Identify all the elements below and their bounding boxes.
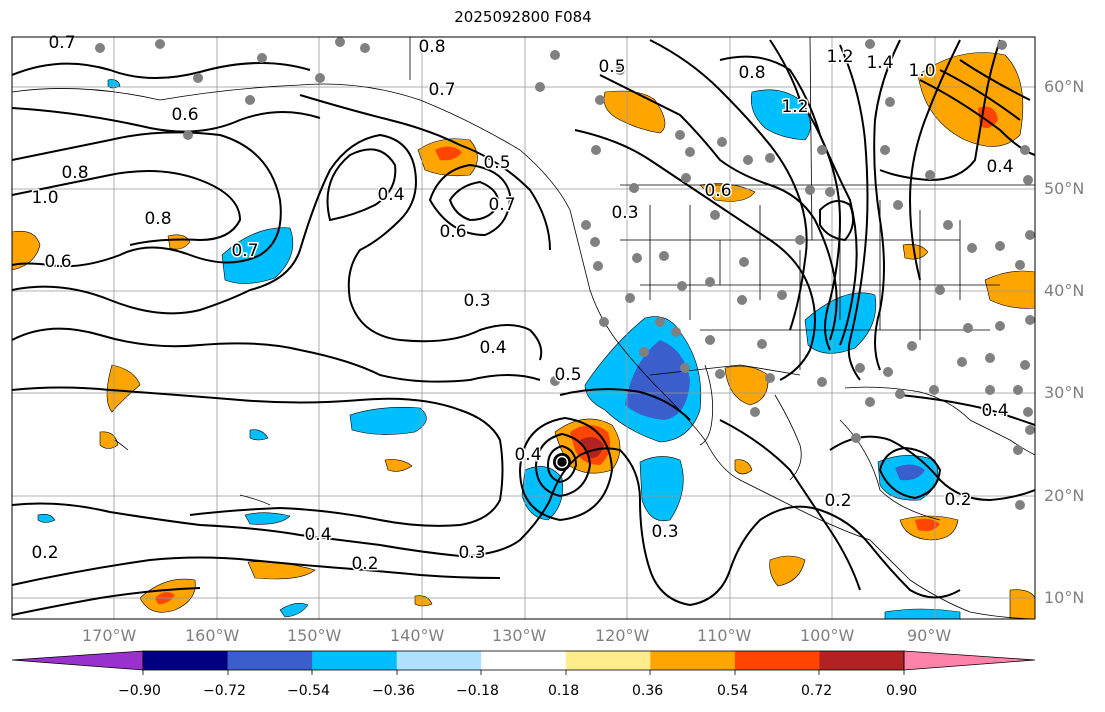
contour-label-layer: 0.7 0.8 0.5 0.8 1.2 1.4 1.0 0.7 0.6 1.2 0.8 0.5 0.4 0… (30, 32, 1015, 576)
contour-label: 0.2 (31, 543, 58, 563)
lat-label-50n: 50°N (1044, 179, 1085, 198)
colorbar-segment (481, 651, 567, 670)
contour-label: 0.2 (824, 491, 851, 511)
contour-label: 0.8 (418, 37, 445, 57)
contour-label: 0.8 (61, 163, 88, 183)
map-title: 2025092800 F084 (454, 8, 592, 26)
shaded-anomalies (12, 52, 1035, 619)
contour-label: 0.3 (463, 291, 490, 311)
contour-label: 0.6 (439, 222, 466, 242)
contour-label: 0.8 (738, 63, 765, 83)
colorbar (11, 650, 1036, 675)
colorbar-tick: −0.36 (372, 683, 415, 699)
colorbar-tick: −0.90 (118, 683, 161, 699)
contour-label: 0.6 (44, 252, 71, 272)
contour-label: 1.2 (781, 97, 808, 117)
contour-label: 0.4 (981, 401, 1008, 421)
contour-label: 1.0 (31, 188, 58, 208)
contour-label: 0.7 (48, 33, 75, 53)
coastlines (12, 37, 1035, 619)
colorbar-segment (650, 651, 736, 670)
lat-label-40n: 40°N (1044, 281, 1085, 300)
contour-label: 0.2 (351, 554, 378, 574)
lon-label-120w: 120°W (595, 626, 650, 645)
contour-lines (12, 39, 1035, 616)
contour-label: 1.4 (866, 53, 893, 73)
colorbar-segment (565, 651, 651, 670)
contour-label: 0.4 (377, 185, 404, 205)
colorbar-tick: 0.54 (717, 683, 749, 699)
lon-label-90w: 90°W (907, 626, 952, 645)
contour-label: 0.4 (986, 157, 1013, 177)
lat-label-60n: 60°N (1044, 77, 1085, 96)
colorbar-segment (734, 651, 820, 670)
colorbar-segment (819, 651, 905, 670)
colorbar-segment (312, 651, 398, 670)
storm-center-marker (553, 453, 571, 471)
graticule (12, 37, 1035, 619)
contour-label: 0.7 (488, 195, 515, 215)
contour-label: 0.5 (483, 153, 510, 173)
colorbar-segment (396, 651, 482, 670)
colorbar-tick: 0.36 (632, 683, 664, 699)
contour-label: 0.7 (231, 241, 258, 261)
contour-label: 1.2 (826, 47, 853, 67)
colorbar-extend-high (904, 651, 1035, 670)
colorbar-tick: −0.18 (456, 683, 499, 699)
contour-label: 0.3 (651, 522, 678, 542)
contour-label: 0.2 (944, 490, 971, 510)
colorbar-tick: 0.72 (801, 683, 833, 699)
contour-label: 0.4 (514, 445, 541, 465)
colorbar-segment (227, 651, 313, 670)
lon-label-100w: 100°W (800, 626, 855, 645)
contour-label: 0.3 (611, 203, 638, 223)
lat-label-20n: 20°N (1044, 486, 1085, 505)
contour-label: 0.4 (304, 525, 331, 545)
map-frame (11, 36, 1036, 620)
contour-label: 0.5 (598, 57, 625, 77)
lat-label-10n: 10°N (1044, 588, 1085, 607)
station-markers (95, 37, 1035, 510)
lon-label-130w: 130°W (492, 626, 547, 645)
colorbar-segment (143, 651, 229, 670)
contour-label: 0.6 (171, 105, 198, 125)
contour-label: 0.8 (144, 209, 171, 229)
lon-label-160w: 160°W (185, 626, 240, 645)
contour-label: 0.3 (458, 543, 485, 563)
contour-label: 0.5 (554, 365, 581, 385)
contour-label: 0.7 (428, 80, 455, 100)
lat-label-30n: 30°N (1044, 383, 1085, 402)
lon-label-170w: 170°W (82, 626, 137, 645)
contour-label: 1.0 (908, 61, 935, 81)
colorbar-extend-low (12, 651, 143, 670)
contour-label: 0.6 (704, 181, 731, 201)
colorbar-tick: 0.90 (886, 683, 918, 699)
colorbar-tick: −0.72 (203, 683, 246, 699)
colorbar-tick: 0.18 (548, 683, 580, 699)
colorbar-tick: −0.54 (287, 683, 330, 699)
lon-label-110w: 110°W (697, 626, 752, 645)
contour-label: 0.4 (479, 338, 506, 358)
lon-label-140w: 140°W (390, 626, 445, 645)
lon-label-150w: 150°W (287, 626, 342, 645)
